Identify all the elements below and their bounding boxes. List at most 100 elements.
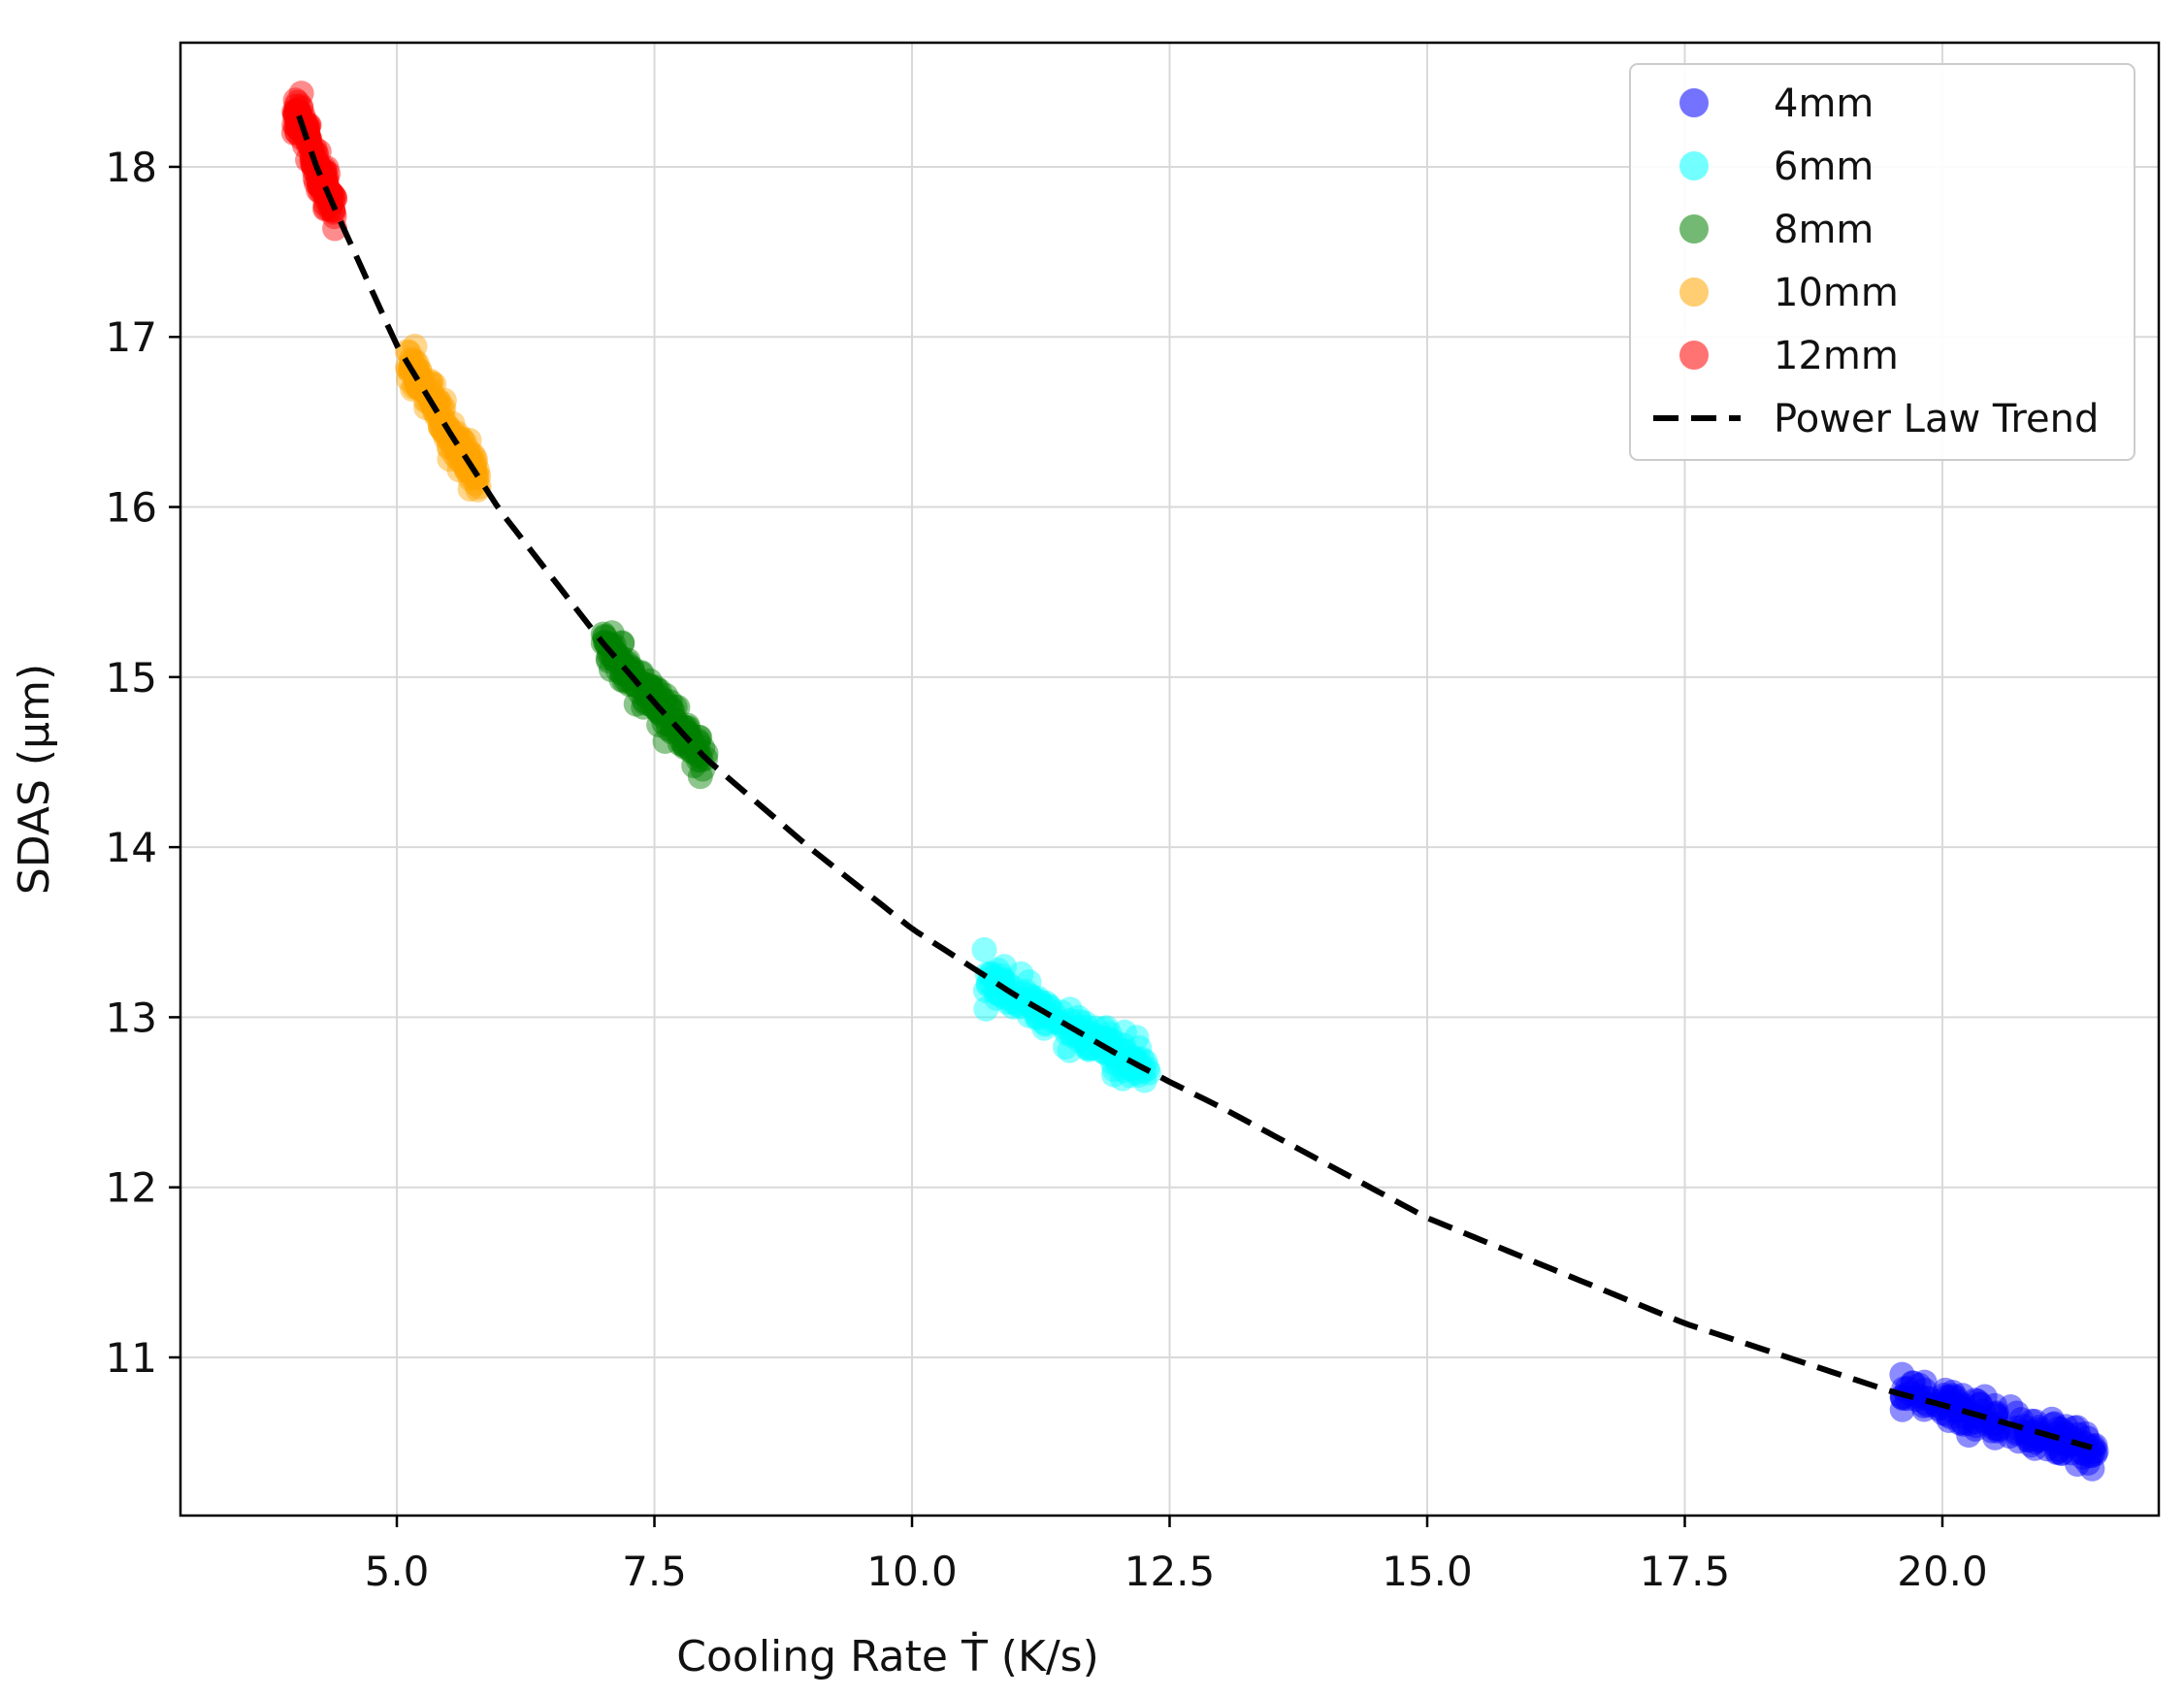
y-axis-ticks: 11 12 13 14 15 16 17 18 <box>106 144 180 1382</box>
data-point <box>308 163 333 189</box>
data-point <box>2004 1400 2030 1426</box>
data-point <box>455 437 481 463</box>
data-point <box>431 395 457 421</box>
data-point <box>306 178 332 204</box>
data-point <box>1058 1020 1084 1046</box>
data-point <box>2076 1443 2103 1469</box>
data-point <box>317 196 343 222</box>
data-point <box>636 672 662 699</box>
data-point <box>1007 994 1033 1020</box>
data-point <box>295 130 321 156</box>
data-point <box>2075 1450 2101 1476</box>
data-point <box>312 171 339 197</box>
legend-label: 12mm <box>1774 334 1899 378</box>
data-point <box>2048 1440 2074 1466</box>
data-point <box>2022 1409 2048 1434</box>
data-point <box>602 647 627 673</box>
data-point <box>975 972 1001 998</box>
data-point <box>2079 1455 2105 1482</box>
legend-label: 8mm <box>1774 208 1874 252</box>
data-point <box>424 404 450 430</box>
data-point <box>282 87 309 114</box>
data-point <box>1101 1061 1126 1088</box>
data-point <box>1050 1014 1076 1040</box>
data-point <box>442 435 469 461</box>
data-point <box>1946 1397 1972 1423</box>
data-point <box>1016 982 1042 1008</box>
data-point <box>302 136 328 162</box>
data-point <box>1099 1050 1125 1076</box>
data-point <box>1040 999 1066 1026</box>
data-point <box>671 715 698 740</box>
series-10mm <box>395 333 492 503</box>
data-point <box>303 170 329 196</box>
data-point <box>1075 1032 1101 1059</box>
data-point <box>2053 1414 2079 1440</box>
data-point <box>305 167 331 193</box>
data-point <box>458 463 484 489</box>
data-point <box>288 95 314 121</box>
data-point <box>670 715 697 741</box>
data-point <box>1947 1410 1973 1436</box>
data-point <box>452 453 478 479</box>
data-point <box>307 164 333 190</box>
data-point <box>1979 1418 2005 1444</box>
data-point <box>1944 1397 1971 1423</box>
data-point <box>1131 1067 1157 1093</box>
data-point <box>320 199 346 225</box>
data-point <box>686 730 711 756</box>
data-point <box>2082 1432 2108 1458</box>
series-4mm <box>1889 1361 2109 1482</box>
data-point <box>400 376 426 402</box>
y-axis-label: SDAS (μm) <box>10 664 59 895</box>
data-point <box>307 166 333 192</box>
data-point <box>402 375 428 400</box>
data-point <box>1911 1377 1938 1403</box>
data-point <box>684 741 710 767</box>
data-point <box>637 673 664 700</box>
data-point <box>288 124 314 150</box>
data-point <box>590 621 616 647</box>
data-point <box>2043 1420 2070 1447</box>
data-point <box>2010 1414 2037 1440</box>
data-point <box>673 720 700 745</box>
data-point <box>1053 1034 1078 1060</box>
data-point <box>636 674 662 701</box>
data-point <box>1901 1370 1927 1396</box>
data-point <box>973 995 999 1022</box>
x-tick-label: 10.0 <box>866 1548 958 1595</box>
data-point <box>441 435 468 461</box>
data-point <box>466 473 492 500</box>
data-point <box>431 387 457 413</box>
data-point <box>660 718 686 744</box>
data-point <box>1972 1384 1998 1410</box>
data-point <box>686 725 712 750</box>
data-point <box>659 697 685 722</box>
y-tick-label: 13 <box>106 994 157 1041</box>
x-tick-label: 15.0 <box>1382 1548 1473 1595</box>
legend-marker <box>1679 277 1709 307</box>
data-point <box>2041 1411 2068 1437</box>
data-point <box>285 98 311 124</box>
data-point <box>599 620 625 646</box>
data-point <box>303 142 329 168</box>
data-point <box>417 368 443 394</box>
data-point <box>425 391 451 417</box>
data-point <box>619 655 645 681</box>
trend-line <box>296 114 2093 1451</box>
x-axis-ticks: 5.0 7.5 10.0 12.5 15.0 17.5 20.0 <box>365 1516 1988 1595</box>
data-point <box>988 963 1014 989</box>
data-point <box>627 679 653 705</box>
data-point <box>609 631 636 657</box>
data-point <box>604 657 631 683</box>
data-point <box>295 132 321 158</box>
data-point <box>1934 1401 1960 1427</box>
data-point <box>430 417 456 443</box>
legend-box <box>1629 63 2135 461</box>
data-point <box>1045 1010 1071 1036</box>
data-point <box>2043 1439 2070 1465</box>
data-point <box>1998 1394 2024 1420</box>
data-point <box>284 89 310 115</box>
data-point <box>1013 978 1039 1004</box>
data-point <box>655 710 681 736</box>
